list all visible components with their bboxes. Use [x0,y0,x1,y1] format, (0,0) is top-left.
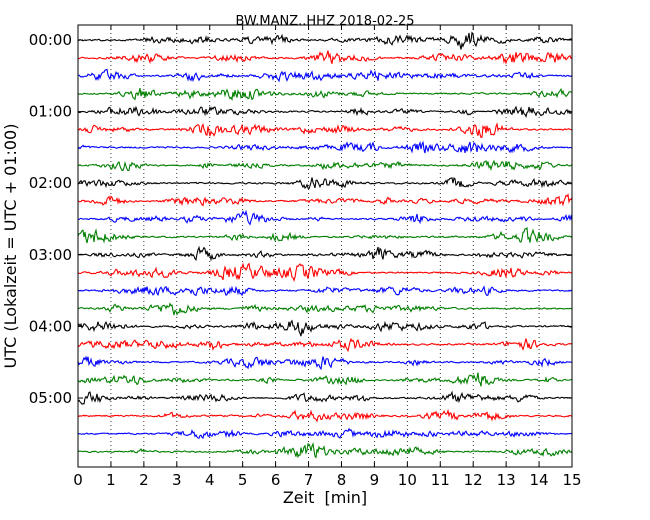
x-tick-label: 12 [464,471,483,489]
x-tick-label: 5 [238,471,248,489]
x-tick-label: 4 [205,471,215,489]
trace-row [77,390,573,405]
x-tick-label: 8 [337,471,347,489]
x-tick-label: 3 [172,471,182,489]
y-tick-label: 02:00 [29,174,72,192]
trace-row [77,193,573,207]
x-tick-label: 15 [562,471,581,489]
x-tick-label: 0 [73,471,83,489]
trace-row [77,372,573,387]
x-tick-label: 7 [304,471,314,489]
x-tick-label: 2 [139,471,149,489]
trace-row [77,140,573,154]
trace-row [77,442,573,459]
y-tick-label: 00:00 [29,31,72,49]
trace-row [77,337,573,353]
trace-row [77,50,573,65]
plot-area [78,25,572,467]
trace-row [77,408,573,423]
y-tick-label: 04:00 [29,317,72,335]
trace-row [77,302,573,316]
trace-row [77,31,573,50]
grid-lines [110,25,540,467]
trace-row [78,68,573,83]
trace-row [77,427,573,440]
trace-row [77,122,573,138]
trace-row [77,209,573,226]
x-tick-label: 6 [271,471,281,489]
x-tick-label: 1 [106,471,116,489]
x-axis-ticks: 0 1 2 3 4 5 6 7 8 9 10 11 12 13 14 15 [73,25,582,489]
trace-row [77,245,573,262]
y-tick-label: 03:00 [29,246,72,264]
trace-row [77,226,573,244]
y-tick-label: 01:00 [29,103,72,121]
trace-row [77,159,573,172]
y-axis-label: UTC (Lokalzeit = UTC + 01:00) [1,124,20,369]
x-tick-label: 9 [370,471,380,489]
trace-row [77,87,573,102]
plot-frame [77,24,573,468]
x-tick-label: 11 [431,471,450,489]
trace-row [77,105,573,118]
trace-rows [77,31,573,459]
y-tick-label: 05:00 [29,389,72,407]
trace-row [77,177,573,190]
x-axis-label: Zeit [min] [283,488,367,507]
x-tick-label: 13 [497,471,516,489]
x-tick-label: 14 [530,471,549,489]
x-tick-label: 10 [398,471,417,489]
trace-row [77,319,573,337]
trace-row [77,355,573,371]
trace-row [77,262,573,282]
y-axis-ticks: 00:00 01:00 02:00 03:00 04:00 05:00 [29,31,572,407]
trace-row [77,285,573,297]
